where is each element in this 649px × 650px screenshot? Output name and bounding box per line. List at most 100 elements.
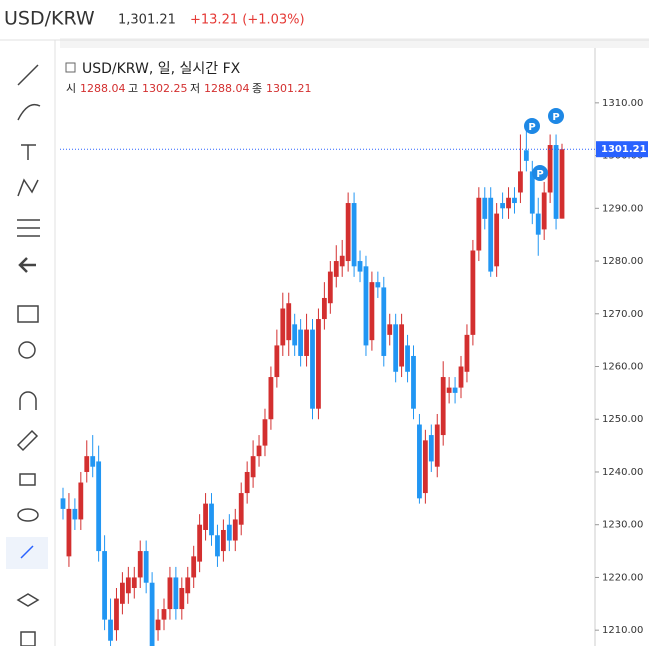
layers-tool[interactable] [16,593,40,607]
candle-body [464,334,470,372]
candle-body [274,345,280,378]
candle-body [72,508,78,520]
candle-body [488,197,494,272]
y-tick-label: 1260.00 [602,362,643,373]
change: +13.21 (+1.03%) [190,13,305,28]
candle-body [149,582,155,646]
lock-tool[interactable] [19,473,36,486]
candle-body [131,577,137,588]
candle-body [422,440,428,494]
candle-body [547,145,553,193]
eye-tool[interactable] [17,508,39,522]
candle-body [226,524,232,541]
candle-body [387,324,393,335]
zoom-tool[interactable] [18,341,36,359]
candle-body [452,387,458,393]
fib-tool[interactable] [17,219,40,237]
candle-body [191,556,197,578]
candle-body [470,250,476,335]
candle-body [304,329,309,356]
candle-body [345,203,351,262]
collapse-button[interactable] [65,62,76,73]
candle-body [179,587,185,610]
ohlc-value: 1288.04 [80,82,126,95]
candle-body [167,577,173,610]
candle-body [405,345,410,372]
y-tick-label: 1210.00 [602,625,643,636]
candle-body [84,456,90,472]
candle-body [268,377,274,420]
candle-body [357,261,363,272]
candle-body [506,197,511,209]
y-tick-label: 1250.00 [602,414,643,425]
candle-body [458,366,464,388]
marker-label: P [536,169,543,180]
candle-body [310,329,315,409]
candle-body [114,598,119,631]
measure-tool[interactable] [17,305,39,323]
candle-body [209,503,214,536]
candle-body [316,319,321,409]
candle-body [553,145,559,219]
candle-body [518,171,523,193]
candle-body [280,308,286,346]
candle-body [440,377,446,436]
candle-body [90,456,96,467]
candle-body [298,329,304,356]
candle-body [535,213,541,235]
marker-label: P [528,122,535,133]
symbol: USD/KRW [4,8,95,30]
candle-body [446,387,452,393]
candle-body [393,324,399,372]
candle-body [197,524,203,562]
marker-dot [532,165,548,181]
trend-tool[interactable] [17,64,39,86]
text-tool[interactable] [21,144,36,160]
candle-body [203,503,208,530]
candle-body [541,192,547,230]
brush-tool[interactable] [17,103,41,121]
candle-body [500,203,505,209]
pattern-tool[interactable] [17,178,39,197]
magnet-tool[interactable] [19,391,37,410]
candle-body [476,197,482,251]
lock-draw-tool[interactable] [16,429,39,452]
link-tool[interactable] [20,545,34,559]
candle-body [60,498,66,509]
y-tick-label: 1280.00 [602,256,643,267]
marker-dot [548,108,564,124]
candle-body [351,203,357,267]
candle-body [292,324,298,346]
candle-body [215,535,220,557]
candle-body [363,266,369,346]
candle-body [256,445,262,457]
y-tick-label: 1270.00 [602,309,643,320]
chart-title: USD/KRW, 일, 실시간 FX [82,61,241,77]
candle-body [417,424,422,499]
candle-body [339,255,345,267]
candle-body [434,424,440,467]
toolbar [6,64,48,647]
candle-body [381,287,387,356]
candle-body [120,582,125,604]
candle-body [238,493,244,525]
marker-label: P [552,112,559,123]
y-tick-label: 1220.00 [602,572,643,583]
price: 1,301.21 [118,13,176,28]
back-tool[interactable] [18,257,36,273]
candle-body [185,577,191,594]
candle-body [327,271,333,304]
candle-body [482,197,488,219]
candle-body [78,482,84,520]
candle-body [96,461,102,552]
candle-body [399,324,405,367]
ohlc-label: 시 [66,82,76,95]
candle-body [321,297,327,320]
candle-body [262,419,268,446]
candle-body [66,508,72,557]
ohlc-value: 1301.21 [266,82,312,95]
y-tick-label: 1240.00 [602,467,643,478]
candle-body [375,282,381,288]
